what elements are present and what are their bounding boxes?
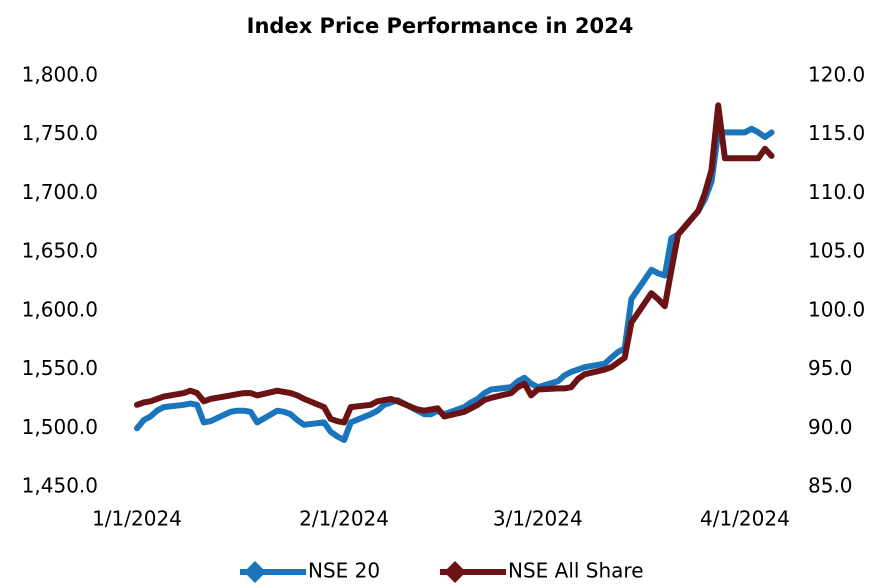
chart-title: Index Price Performance in 2024 <box>247 14 634 38</box>
x-tick-label: 1/1/2024 <box>92 507 182 531</box>
series-line <box>134 102 775 426</box>
y-tick-label: 1,800.0 <box>22 63 98 87</box>
y2-tick-label: 120.0 <box>808 63 865 87</box>
y2-tick-label: 90.0 <box>808 415 853 439</box>
y2-tick-label: 85.0 <box>808 474 853 498</box>
y-tick-label: 1,500.0 <box>22 415 98 439</box>
y-tick-label: 1,600.0 <box>22 297 98 321</box>
y-tick-label: 1,700.0 <box>22 180 98 204</box>
legend-marker <box>244 561 266 583</box>
legend-label: NSE 20 <box>308 559 380 583</box>
y-tick-label: 1,450.0 <box>22 474 98 498</box>
legend-label: NSE All Share <box>508 559 644 583</box>
x-tick-label: 4/1/2024 <box>700 507 790 531</box>
y2-tick-label: 95.0 <box>808 356 853 380</box>
legend-marker <box>444 561 466 583</box>
series-line <box>134 125 775 443</box>
y-tick-label: 1,650.0 <box>22 239 98 263</box>
y-tick-label: 1,550.0 <box>22 356 98 380</box>
y2-tick-label: 115.0 <box>808 121 865 145</box>
x-tick-label: 3/1/2024 <box>493 507 583 531</box>
y2-tick-label: 105.0 <box>808 239 865 263</box>
y2-tick-label: 100.0 <box>808 297 865 321</box>
y2-tick-label: 110.0 <box>808 180 865 204</box>
y-tick-label: 1,750.0 <box>22 121 98 145</box>
x-tick-label: 2/1/2024 <box>299 507 389 531</box>
